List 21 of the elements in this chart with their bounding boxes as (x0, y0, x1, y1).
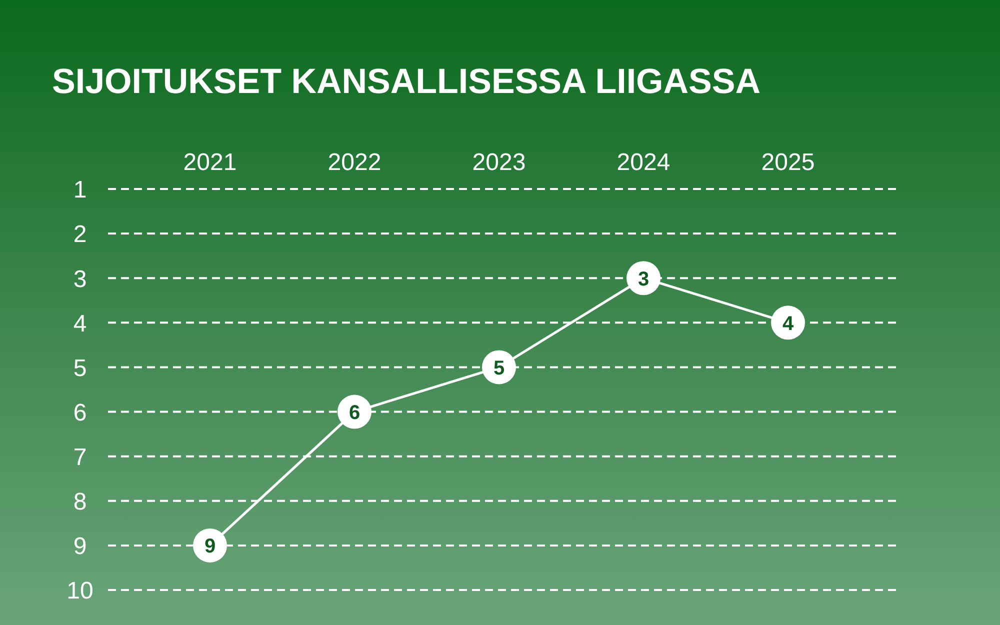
y-tick-label: 1 (73, 176, 87, 204)
y-tick-label: 5 (73, 354, 87, 382)
x-tick-label: 2021 (183, 149, 237, 176)
data-label: 3 (638, 268, 650, 290)
y-tick-label: 2 (73, 221, 87, 248)
data-label: 9 (204, 536, 216, 558)
y-tick-label: 6 (73, 399, 87, 426)
y-tick-label: 10 (66, 578, 94, 605)
y-tick-label: 8 (73, 488, 87, 516)
x-tick-label: 2022 (328, 149, 382, 176)
x-tick-label: 2025 (761, 149, 815, 176)
y-tick-label: 3 (73, 266, 87, 293)
chart-title: SIJOITUKSET KANSALLISESSA LIIGASSA (52, 62, 761, 101)
x-tick-label: 2024 (616, 149, 670, 176)
y-tick-label: 7 (73, 444, 87, 471)
x-tick-label: 2023 (472, 149, 526, 176)
y-tick-label: 4 (73, 310, 87, 338)
data-label: 4 (782, 312, 794, 335)
data-label: 5 (493, 357, 505, 380)
data-label: 6 (348, 402, 360, 424)
y-tick-label: 9 (73, 533, 87, 560)
